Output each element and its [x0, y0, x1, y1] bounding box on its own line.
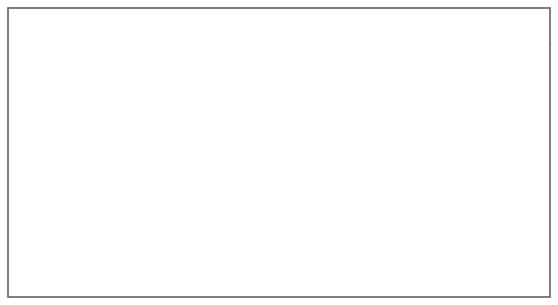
Text: Ambient parameters: Ambient parameters — [18, 236, 148, 249]
Bar — [8, 261, 550, 297]
Bar — [8, 225, 550, 261]
Text: Positioning detection: Positioning detection — [18, 56, 152, 69]
Bar — [8, 80, 550, 116]
Text: Interaction witch objects: Interaction witch objects — [18, 92, 176, 105]
Text: Features: Features — [282, 272, 338, 285]
Bar — [8, 116, 550, 152]
Text: Resource usage: Resource usage — [18, 200, 118, 213]
Bar — [8, 8, 550, 44]
Bar — [8, 152, 550, 188]
Text: Numeric: Numeric — [282, 200, 338, 213]
Text: Type of values: Type of values — [282, 20, 387, 33]
Text: Sensor types: Sensor types — [18, 20, 112, 33]
Text: Numeric: Numeric — [282, 128, 338, 141]
Text: Numeric: Numeric — [282, 56, 338, 69]
Text: Processed video: Processed video — [18, 272, 121, 285]
Text: Acceleration: Acceleration — [18, 128, 98, 141]
Bar — [8, 188, 550, 225]
Text: Numeric, binary: Numeric, binary — [282, 236, 386, 249]
Text: Binary, numeric: Binary, numeric — [282, 92, 383, 105]
Text: Numeric: Numeric — [282, 164, 338, 177]
Text: Biometric parameters: Biometric parameters — [18, 164, 157, 177]
Bar — [8, 44, 550, 80]
